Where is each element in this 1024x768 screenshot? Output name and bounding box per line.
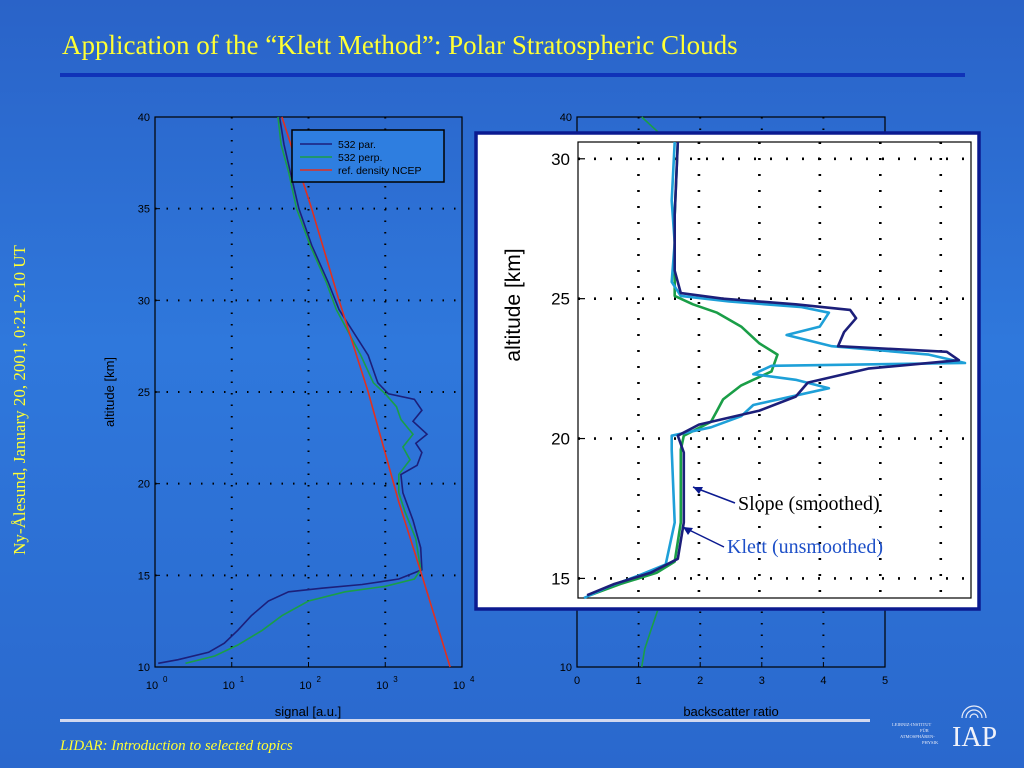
inset-series-line-3	[589, 141, 779, 597]
legend-box	[291, 129, 445, 183]
backscatter-x-tick-label: 1	[636, 675, 642, 687]
signal-legend: 532 par. 532 perp. ref. density NCEP	[291, 129, 445, 183]
signal-x-tick-label: 10	[146, 680, 158, 692]
signal-x-tick-exponent: 1	[240, 675, 245, 684]
inset-ticks: 15 20 25 30	[551, 150, 585, 588]
backscatter-x-tick-label: 2	[697, 675, 703, 687]
signal-y-axis-label: altitude [km]	[102, 357, 117, 427]
inset-y-tick-label: 30	[551, 150, 570, 169]
signal-series-line-1	[158, 116, 429, 665]
backscatter-x-tick-label: 5	[882, 675, 888, 687]
legend-label-ref: ref. density NCEP	[338, 165, 421, 177]
backscatter-y-tick-label: 40	[560, 112, 572, 124]
signal-x-tick-exponent: 4	[470, 675, 475, 684]
signal-y-tick-label: 10	[138, 662, 150, 674]
logo-line-2: FÜR	[920, 728, 929, 733]
signal-x-tick-exponent: 0	[163, 675, 168, 684]
signal-series-line-3	[281, 116, 451, 668]
legend-label-perp: 532 perp.	[338, 152, 382, 164]
inset-series	[583, 141, 967, 600]
inset-series-line-1	[586, 141, 961, 597]
slope-annotation: Slope (smoothed)	[738, 493, 880, 515]
signal-series	[158, 116, 451, 668]
klett-annotation: Klett (unsmoothed)	[727, 536, 883, 558]
backscatter-ticks: 0 1 2 3 4 5 10 40	[560, 112, 888, 687]
logo-iap-text: IAP	[952, 722, 997, 750]
inset-series-line-2	[583, 141, 967, 600]
logo-line-1: LEIBNIZ-INSTITUT	[892, 722, 931, 727]
signal-y-tick-label: 20	[138, 479, 150, 491]
backscatter-y-tick-label: 10	[560, 662, 572, 674]
slide-title: Application of the “Klett Method”: Polar…	[62, 30, 738, 60]
logo-line-3: ATMOSPHÄREN-	[900, 734, 935, 739]
signal-y-tick-label: 25	[138, 387, 150, 399]
klett-arrow-head	[683, 527, 693, 535]
inset-y-tick-label: 15	[551, 569, 570, 588]
signal-x-tick-label: 10	[453, 680, 465, 692]
signal-series-line-2	[185, 116, 422, 665]
logo-line-4: PHYSIK	[922, 740, 939, 745]
signal-chart: 10 0 10 1 10 2 10 3 10 4 10 15 20 25 30 35 40 signal [a.…	[102, 112, 475, 719]
logo-rays-icon	[961, 705, 987, 719]
backscatter-x-tick-label: 3	[759, 675, 765, 687]
title-underline	[60, 73, 965, 77]
signal-x-tick-exponent: 3	[393, 675, 398, 684]
signal-x-axis-label: signal [a.u.]	[275, 704, 342, 719]
signal-ticks: 10 0 10 1 10 2 10 3 10 4 10 15 20 25 30 35 40	[138, 112, 475, 692]
backscatter-x-axis-label: backscatter ratio	[683, 704, 778, 719]
inset-y-axis-label: altitude [km]	[502, 248, 525, 361]
inset-grid	[578, 142, 971, 598]
signal-x-tick-label: 10	[223, 680, 235, 692]
backscatter-x-tick-label: 0	[574, 675, 580, 687]
signal-y-tick-label: 35	[138, 204, 150, 216]
signal-y-tick-label: 30	[138, 295, 150, 307]
signal-y-tick-label: 40	[138, 112, 150, 124]
signal-x-tick-exponent: 2	[317, 675, 322, 684]
footer-rule	[60, 719, 870, 722]
signal-x-tick-label: 10	[299, 680, 311, 692]
inset-plot-frame	[577, 141, 972, 599]
inset-y-tick-label: 20	[551, 430, 570, 449]
signal-y-tick-label: 15	[138, 570, 150, 582]
inset-y-tick-label: 25	[551, 290, 570, 309]
slope-arrow-head	[693, 487, 703, 494]
iap-logo: LEIBNIZ-INSTITUT FÜR ATMOSPHÄREN- PHYSIK…	[892, 705, 997, 750]
footer-text: LIDAR: Introduction to selected topics	[60, 738, 293, 754]
inset-panel	[474, 131, 981, 611]
legend-label-par: 532 par.	[338, 139, 376, 151]
signal-x-tick-label: 10	[376, 680, 388, 692]
backscatter-x-tick-label: 4	[820, 675, 826, 687]
